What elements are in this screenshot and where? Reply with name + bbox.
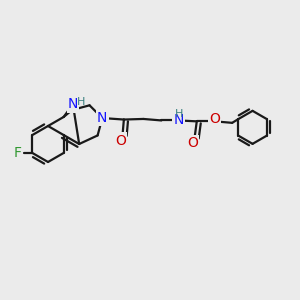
- Text: O: O: [209, 112, 220, 126]
- Text: O: O: [188, 136, 198, 150]
- Text: H: H: [175, 109, 183, 119]
- Text: N: N: [97, 111, 107, 125]
- Text: O: O: [116, 134, 126, 148]
- Text: H: H: [77, 97, 85, 107]
- Text: F: F: [14, 146, 21, 160]
- Text: N: N: [68, 98, 78, 111]
- Text: N: N: [174, 113, 184, 128]
